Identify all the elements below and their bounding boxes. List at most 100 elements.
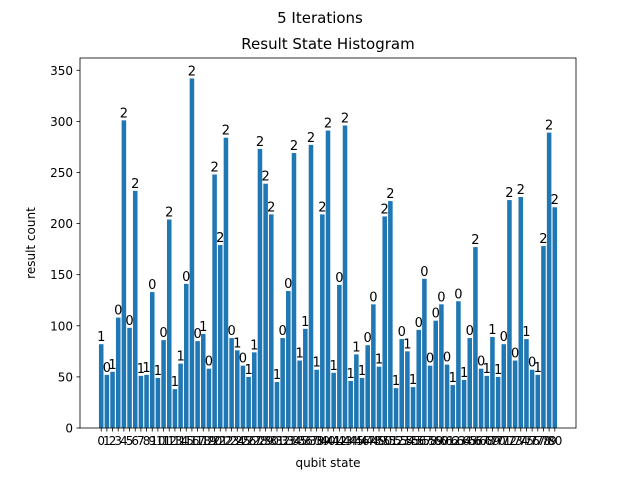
figure-suptitle: 5 Iterations (277, 9, 363, 27)
bar-41 (331, 372, 336, 428)
x-tick-label: 25 (235, 434, 250, 448)
x-tick-label: 71 (496, 434, 511, 448)
bar-52 (393, 388, 399, 428)
bar-data-label: 1 (296, 347, 304, 362)
bar-36 (303, 328, 308, 428)
bar-data-label: 1 (199, 320, 207, 335)
bar-69 (490, 337, 495, 428)
x-tick-label: 7 (137, 434, 145, 448)
bar-data-label: 1 (375, 353, 383, 368)
bar-data-label: 1 (301, 315, 309, 330)
x-tick-label: 69 (485, 434, 500, 448)
bar-data-label: 2 (120, 106, 128, 121)
bar-data-label: 2 (256, 135, 264, 150)
y-tick-label: 250 (50, 166, 73, 180)
bar-data-label: 2 (318, 200, 326, 215)
y-tick-label: 50 (58, 370, 73, 384)
x-tick-label: 45 (349, 434, 364, 448)
bar-76 (529, 369, 535, 428)
x-tick-label: 61 (439, 434, 454, 448)
x-tick-label: 79 (541, 434, 556, 448)
bar-32 (280, 338, 285, 428)
bar-73 (512, 360, 518, 428)
bar-data-label: 1 (522, 325, 530, 340)
bar-79 (546, 132, 552, 429)
x-tick-label: 12 (162, 434, 177, 448)
x-tick-label: 32 (275, 434, 290, 448)
bar-70 (495, 376, 501, 428)
bar-61 (444, 364, 450, 428)
bar-data-label: 1 (483, 362, 491, 377)
bar-data-label: 2 (545, 119, 553, 134)
x-tick-label: 15 (179, 434, 194, 448)
bar-data-label: 2 (471, 233, 479, 248)
x-tick-label: 10 (150, 434, 165, 448)
bar-40 (325, 130, 331, 428)
x-tick-label: 62 (445, 434, 460, 448)
bar-labels-group: 1010202110102110201022201011222100211212… (97, 64, 559, 390)
bar-60 (439, 304, 444, 428)
bar-data-label: 2 (539, 232, 547, 247)
x-tick-label: 6 (131, 434, 139, 448)
x-tick-label: 36 (298, 434, 313, 448)
x-tick-label: 63 (451, 434, 466, 448)
bar-80 (552, 207, 558, 428)
bar-data-label: 1 (273, 368, 281, 383)
bar-16 (189, 78, 195, 428)
plot-frame (79, 57, 577, 429)
x-tick-label: 46 (354, 434, 369, 448)
x-tick-label: 77 (530, 434, 545, 448)
x-tick-label: 35 (292, 434, 307, 448)
chart-title: Result State Histogram (241, 35, 414, 53)
bar-data-label: 2 (505, 186, 513, 201)
bar-45 (354, 354, 359, 428)
bar-25 (240, 365, 246, 428)
x-tick-label: 51 (383, 434, 398, 448)
bar-data-label: 0 (335, 271, 343, 286)
x-tick-label: 42 (332, 434, 347, 448)
x-tick-label: 75 (519, 434, 534, 448)
bars-group (98, 78, 558, 429)
x-tick-label: 5 (126, 434, 134, 448)
y-tick-label: 300 (50, 115, 73, 129)
x-tick-label: 54 (400, 434, 415, 448)
bar-data-label: 1 (449, 371, 457, 386)
x-tick-label: 73 (507, 434, 522, 448)
x-tick-label: 0 (97, 434, 105, 448)
bar-data-label: 0 (278, 324, 286, 339)
x-tick-label: 68 (479, 434, 494, 448)
bar-17 (195, 341, 200, 428)
bar-data-label: 0 (227, 324, 235, 339)
bar-24 (235, 350, 240, 428)
bar-data-label: 0 (159, 326, 167, 341)
bar-56 (416, 329, 421, 428)
bar-19 (206, 368, 212, 428)
bar-62 (450, 385, 456, 428)
bar-37 (308, 144, 314, 428)
bar-39 (320, 214, 325, 428)
bar-2 (110, 371, 115, 428)
bar-15 (183, 283, 189, 428)
x-tick-label: 56 (411, 434, 426, 448)
bar-75 (524, 339, 529, 428)
bar-28 (257, 148, 263, 428)
bar-data-label: 0 (437, 290, 445, 305)
bar-34 (291, 153, 297, 428)
bar-12 (166, 219, 172, 428)
x-tick-label: 70 (490, 434, 505, 448)
x-tick-label: 14 (173, 434, 188, 448)
bar-50 (382, 216, 387, 428)
bar-data-label: 2 (210, 161, 218, 176)
x-tick-label: 58 (422, 434, 437, 448)
bar-data-label: 2 (165, 205, 173, 220)
bar-data-label: 2 (341, 111, 349, 126)
bar-data-label: 0 (205, 355, 213, 370)
bar-data-label: 0 (443, 351, 451, 366)
x-tick-label: 26 (241, 434, 256, 448)
bar-data-label: 0 (182, 270, 190, 285)
x-tick-label: 18 (196, 434, 211, 448)
bar-data-label: 2 (188, 64, 196, 79)
x-tick-label: 76 (524, 434, 539, 448)
x-tick-label: 24 (230, 434, 245, 448)
